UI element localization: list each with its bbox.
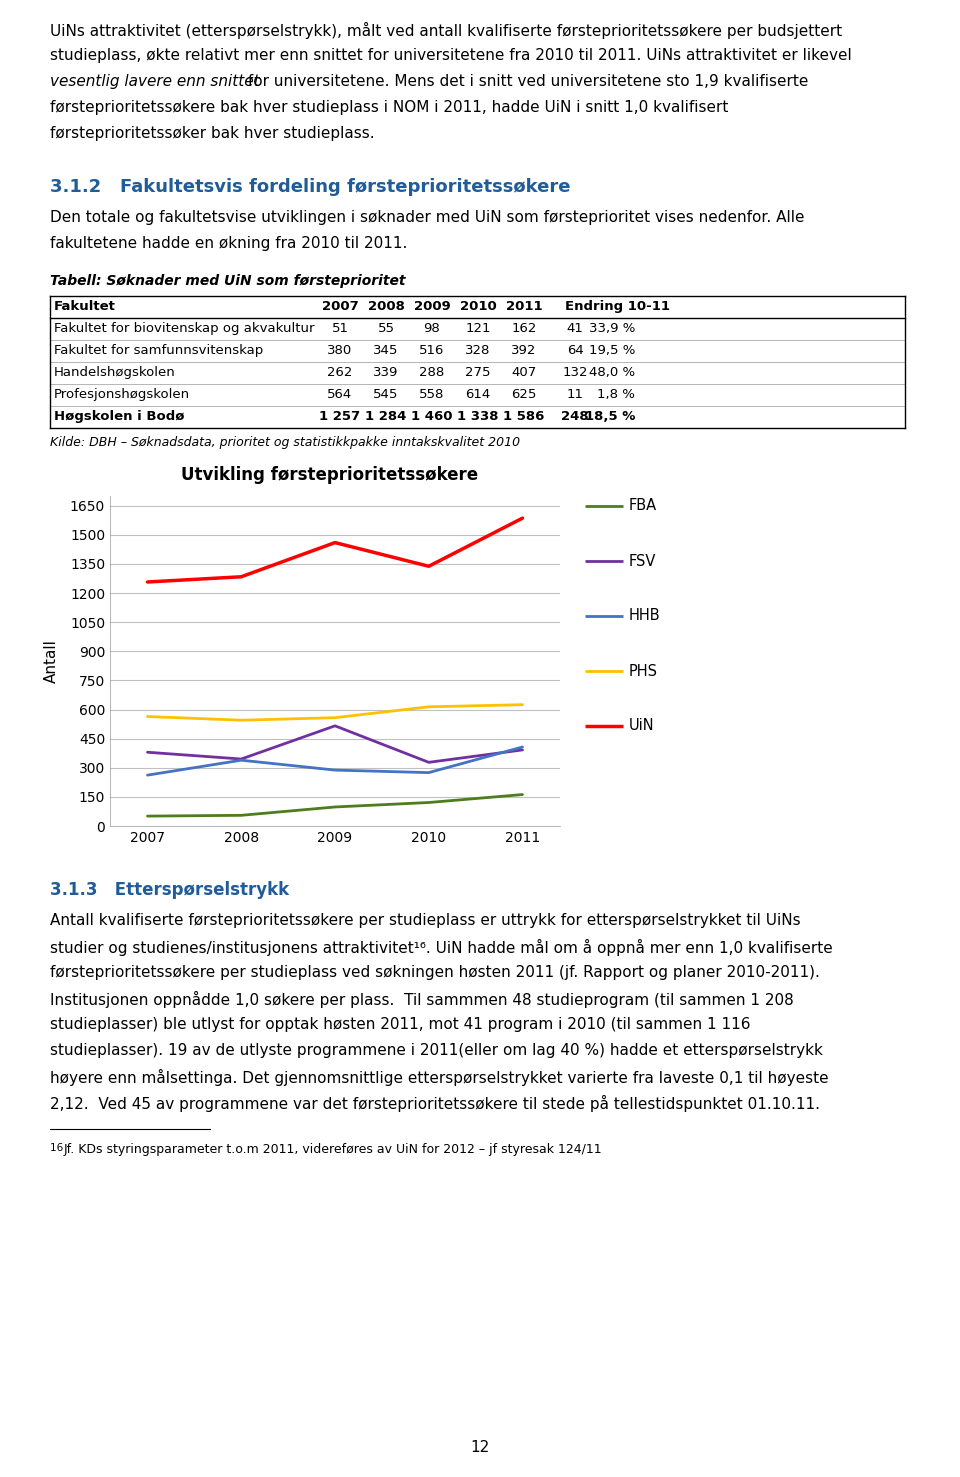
Text: 516: 516 [420, 344, 444, 357]
Text: 248: 248 [562, 411, 588, 422]
Text: 19,5 %: 19,5 % [588, 344, 635, 357]
Text: 275: 275 [466, 366, 491, 380]
Text: 48,0 %: 48,0 % [588, 366, 635, 380]
Text: FBA: FBA [629, 499, 658, 514]
Text: Fakultet for samfunnsvitenskap: Fakultet for samfunnsvitenskap [54, 344, 263, 357]
Text: for universitetene. Mens det i snitt ved universitetene sto 1,9 kvalifiserte: for universitetene. Mens det i snitt ved… [243, 74, 808, 89]
Text: Fakultet: Fakultet [54, 300, 116, 313]
Text: førsteprioritetssøker bak hver studieplass.: førsteprioritetssøker bak hver studiepla… [50, 126, 374, 140]
Text: Fakultet for biovitenskap og akvakultur: Fakultet for biovitenskap og akvakultur [54, 322, 315, 335]
Text: 2007: 2007 [322, 300, 358, 313]
Text: studieplass, økte relativt mer enn snittet for universitetene fra 2010 til 2011.: studieplass, økte relativt mer enn snitt… [50, 47, 852, 64]
Text: 132: 132 [563, 366, 588, 380]
Text: 558: 558 [420, 388, 444, 400]
Text: 380: 380 [327, 344, 352, 357]
Text: vesentlig lavere enn snittet: vesentlig lavere enn snittet [50, 74, 259, 89]
Text: Institusjonen oppnådde 1,0 søkere per plass.  Til sammmen 48 studieprogram (til : Institusjonen oppnådde 1,0 søkere per pl… [50, 991, 794, 1007]
Text: fakultetene hadde en økning fra 2010 til 2011.: fakultetene hadde en økning fra 2010 til… [50, 236, 407, 251]
Text: 2008: 2008 [368, 300, 404, 313]
Text: Endring 10-11: Endring 10-11 [565, 300, 670, 313]
Text: studier og studienes/institusjonens attraktivitet¹⁶. UiN hadde mål om å oppnå me: studier og studienes/institusjonens attr… [50, 939, 832, 956]
Text: 16: 16 [50, 1143, 66, 1154]
Text: 1 460: 1 460 [411, 411, 453, 422]
Text: 545: 545 [373, 388, 398, 400]
Text: 1 586: 1 586 [503, 411, 544, 422]
Text: Den totale og fakultetsvise utviklingen i søknader med UiN som førsteprioritet v: Den totale og fakultetsvise utviklingen … [50, 210, 804, 225]
Text: Tabell: Søknader med UiN som førsteprioritet: Tabell: Søknader med UiN som førsteprior… [50, 275, 405, 288]
Text: 121: 121 [466, 322, 491, 335]
Text: 1 284: 1 284 [366, 411, 407, 422]
Text: 614: 614 [466, 388, 491, 400]
Text: 1,8 %: 1,8 % [597, 388, 635, 400]
Text: Handelshøgskolen: Handelshøgskolen [54, 366, 176, 380]
Text: UiN: UiN [629, 718, 655, 734]
Text: studieplasser) ble utlyst for opptak høsten 2011, mot 41 program i 2010 (til sam: studieplasser) ble utlyst for opptak høs… [50, 1018, 751, 1032]
Text: studieplasser). 19 av de utlyste programmene i 2011(eller om lag 40 %) hadde et : studieplasser). 19 av de utlyste program… [50, 1043, 823, 1058]
Text: 339: 339 [373, 366, 398, 380]
Text: Profesjonshøgskolen: Profesjonshøgskolen [54, 388, 190, 400]
Text: høyere enn målsettinga. Det gjennomsnittlige etterspørselstrykket varierte fra l: høyere enn målsettinga. Det gjennomsnitt… [50, 1069, 828, 1086]
Text: 2010: 2010 [460, 300, 496, 313]
Text: 98: 98 [423, 322, 441, 335]
Text: Antall kvalifiserte førsteprioritetssøkere per studieplass er uttrykk for etters: Antall kvalifiserte førsteprioritetssøke… [50, 913, 801, 928]
Text: 345: 345 [373, 344, 398, 357]
Text: 2011: 2011 [506, 300, 542, 313]
Text: 1 257: 1 257 [320, 411, 361, 422]
Text: 3.1.2   Fakultetsvis fordeling førsteprioritetssøkere: 3.1.2 Fakultetsvis fordeling førsteprior… [50, 179, 570, 196]
Text: 1 338: 1 338 [457, 411, 499, 422]
Text: Kilde: DBH – Søknadsdata, prioritet og statistikkpakke inntakskvalitet 2010: Kilde: DBH – Søknadsdata, prioritet og s… [50, 436, 520, 449]
Text: 51: 51 [331, 322, 348, 335]
Text: 162: 162 [512, 322, 537, 335]
Text: FSV: FSV [629, 554, 657, 569]
Text: 564: 564 [327, 388, 352, 400]
Text: Høgskolen i Bodø: Høgskolen i Bodø [54, 411, 184, 422]
Text: 2009: 2009 [414, 300, 450, 313]
Text: 328: 328 [466, 344, 491, 357]
Text: 625: 625 [512, 388, 537, 400]
Text: PHS: PHS [629, 663, 658, 678]
Text: 12: 12 [470, 1440, 490, 1455]
Text: 392: 392 [512, 344, 537, 357]
Text: 262: 262 [327, 366, 352, 380]
Text: 33,9 %: 33,9 % [588, 322, 635, 335]
Text: førsteprioritetssøkere bak hver studieplass i NOM i 2011, hadde UiN i snitt 1,0 : førsteprioritetssøkere bak hver studiepl… [50, 100, 729, 115]
Text: Utvikling førsteprioritetssøkere: Utvikling førsteprioritetssøkere [181, 467, 479, 484]
Text: førsteprioritetssøkere per studieplass ved søkningen høsten 2011 (jf. Rapport og: førsteprioritetssøkere per studieplass v… [50, 964, 820, 981]
Text: HHB: HHB [629, 609, 660, 623]
Y-axis label: Antall: Antall [44, 640, 59, 682]
Text: 41: 41 [566, 322, 584, 335]
Text: 55: 55 [377, 322, 395, 335]
Text: 2,12.  Ved 45 av programmene var det førsteprioritetssøkere til stede på tellest: 2,12. Ved 45 av programmene var det førs… [50, 1094, 820, 1112]
Text: 18,5 %: 18,5 % [585, 411, 635, 422]
Text: 3.1.3   Etterspørselstrykk: 3.1.3 Etterspørselstrykk [50, 880, 289, 899]
Text: Jf. KDs styringsparameter t.o.m 2011, videreføres av UiN for 2012 – jf styresak : Jf. KDs styringsparameter t.o.m 2011, vi… [64, 1143, 603, 1156]
Text: 11: 11 [566, 388, 584, 400]
Text: 288: 288 [420, 366, 444, 380]
Text: 64: 64 [566, 344, 584, 357]
Text: UiNs attraktivitet (etterspørselstrykk), målt ved antall kvalifiserte førsteprio: UiNs attraktivitet (etterspørselstrykk),… [50, 22, 842, 38]
Text: 407: 407 [512, 366, 537, 380]
